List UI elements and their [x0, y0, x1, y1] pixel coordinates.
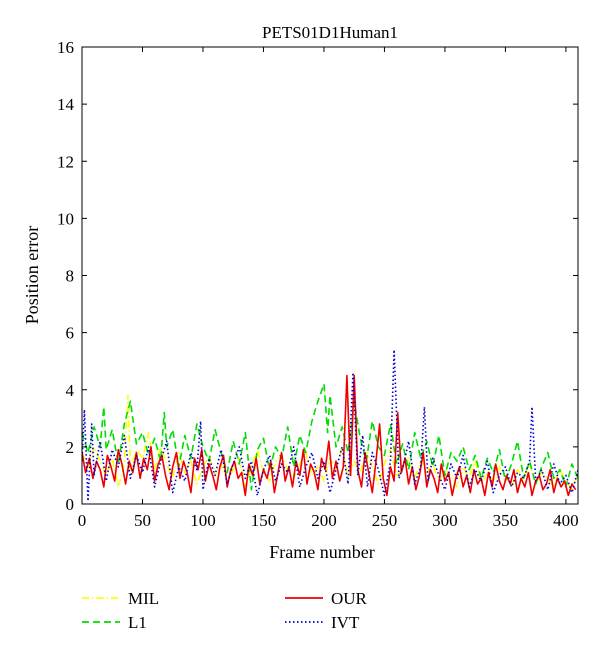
- y-tick-label: 8: [66, 267, 75, 286]
- ticks-layer: 0 50 100 150 200 250 300 350 400 0 2 4 6 8 10 12 14 16: [57, 38, 579, 530]
- x-tick-label: 0: [78, 511, 87, 530]
- y-tick-label: 6: [66, 324, 75, 343]
- x-tick-label: 150: [251, 511, 277, 530]
- y-tick-label: 2: [66, 438, 75, 457]
- y-tick-label: 14: [57, 95, 75, 114]
- y-axis-label: Position error: [22, 226, 42, 325]
- y-tick-label: 4: [66, 381, 75, 400]
- y-tick-label: 10: [57, 209, 74, 228]
- series-line-mil: [82, 394, 578, 491]
- x-tick-label: 200: [311, 511, 337, 530]
- series-line-l1: [82, 383, 578, 491]
- chart-title: PETS01D1Human1: [262, 23, 398, 42]
- x-tick-label: 50: [134, 511, 151, 530]
- legend-label-ivt: IVT: [331, 613, 360, 632]
- x-tick-label: 400: [553, 511, 579, 530]
- y-tick-label: 0: [66, 495, 75, 514]
- series-line-ivt: [82, 348, 578, 502]
- series-layer: [82, 348, 578, 502]
- legend-label-mil: MIL: [128, 589, 159, 608]
- legend-label-l1: L1: [128, 613, 147, 632]
- y-tick-label: 16: [57, 38, 74, 57]
- x-tick-label: 250: [372, 511, 398, 530]
- x-tick-label: 350: [493, 511, 519, 530]
- plot-frame: [81, 46, 579, 505]
- y-tick-label: 12: [57, 152, 74, 171]
- legend: MIL L1 OUR IVT: [82, 589, 368, 632]
- series-line-our: [82, 374, 577, 497]
- x-tick-label: 300: [432, 511, 458, 530]
- x-tick-label: 100: [190, 511, 216, 530]
- legend-label-our: OUR: [331, 589, 368, 608]
- x-axis-label: Frame number: [269, 542, 374, 562]
